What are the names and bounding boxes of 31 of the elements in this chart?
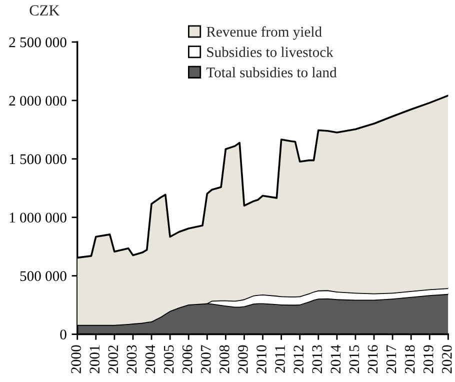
x-tick-label: 2011 [275, 346, 285, 373]
x-tick-label: 2002 [108, 345, 118, 374]
y-tick-label: 1 000 000 [10, 212, 66, 223]
y-tick-label: 500 000 [20, 271, 66, 282]
x-tick-label: 2004 [145, 344, 156, 374]
y-tick-label: 2 500 000 [9, 37, 66, 48]
x-tick-label: 2013 [312, 345, 322, 374]
x-tick-label: 2016 [368, 345, 378, 374]
x-tick-label: 2000 [71, 345, 81, 374]
x-tick-label: 2009 [238, 345, 248, 374]
x-tick-label: 2006 [182, 345, 192, 374]
y-axis-title: CZK [30, 5, 60, 16]
x-tick-label: 2014 [330, 344, 341, 374]
x-tick-label: 2008 [219, 345, 230, 374]
x-tick-label: 2019 [423, 345, 434, 374]
x-tick-label: 2001 [90, 346, 100, 374]
x-tick-label: 2020 [442, 345, 452, 374]
y-tick-label: 1 500 000 [10, 154, 66, 164]
x-tick-label: 2010 [256, 345, 266, 374]
y-tick-label: 0 [60, 330, 66, 340]
legend-label: Revenue from yield [206, 26, 322, 40]
x-tick-label: 2015 [349, 345, 360, 374]
x-tick-label: 2005 [164, 345, 174, 374]
legend-label: Total subsidies to land [206, 67, 337, 78]
x-tick-label: 2017 [386, 345, 396, 374]
x-tick-label: 2012 [294, 345, 304, 374]
legend-label: Subsidies to livestock [207, 46, 334, 58]
y-tick-label: 2 000 000 [9, 96, 66, 106]
x-tick-label: 2018 [404, 345, 415, 374]
x-tick-label: 2007 [200, 345, 211, 374]
x-tick-label: 2003 [126, 345, 137, 374]
